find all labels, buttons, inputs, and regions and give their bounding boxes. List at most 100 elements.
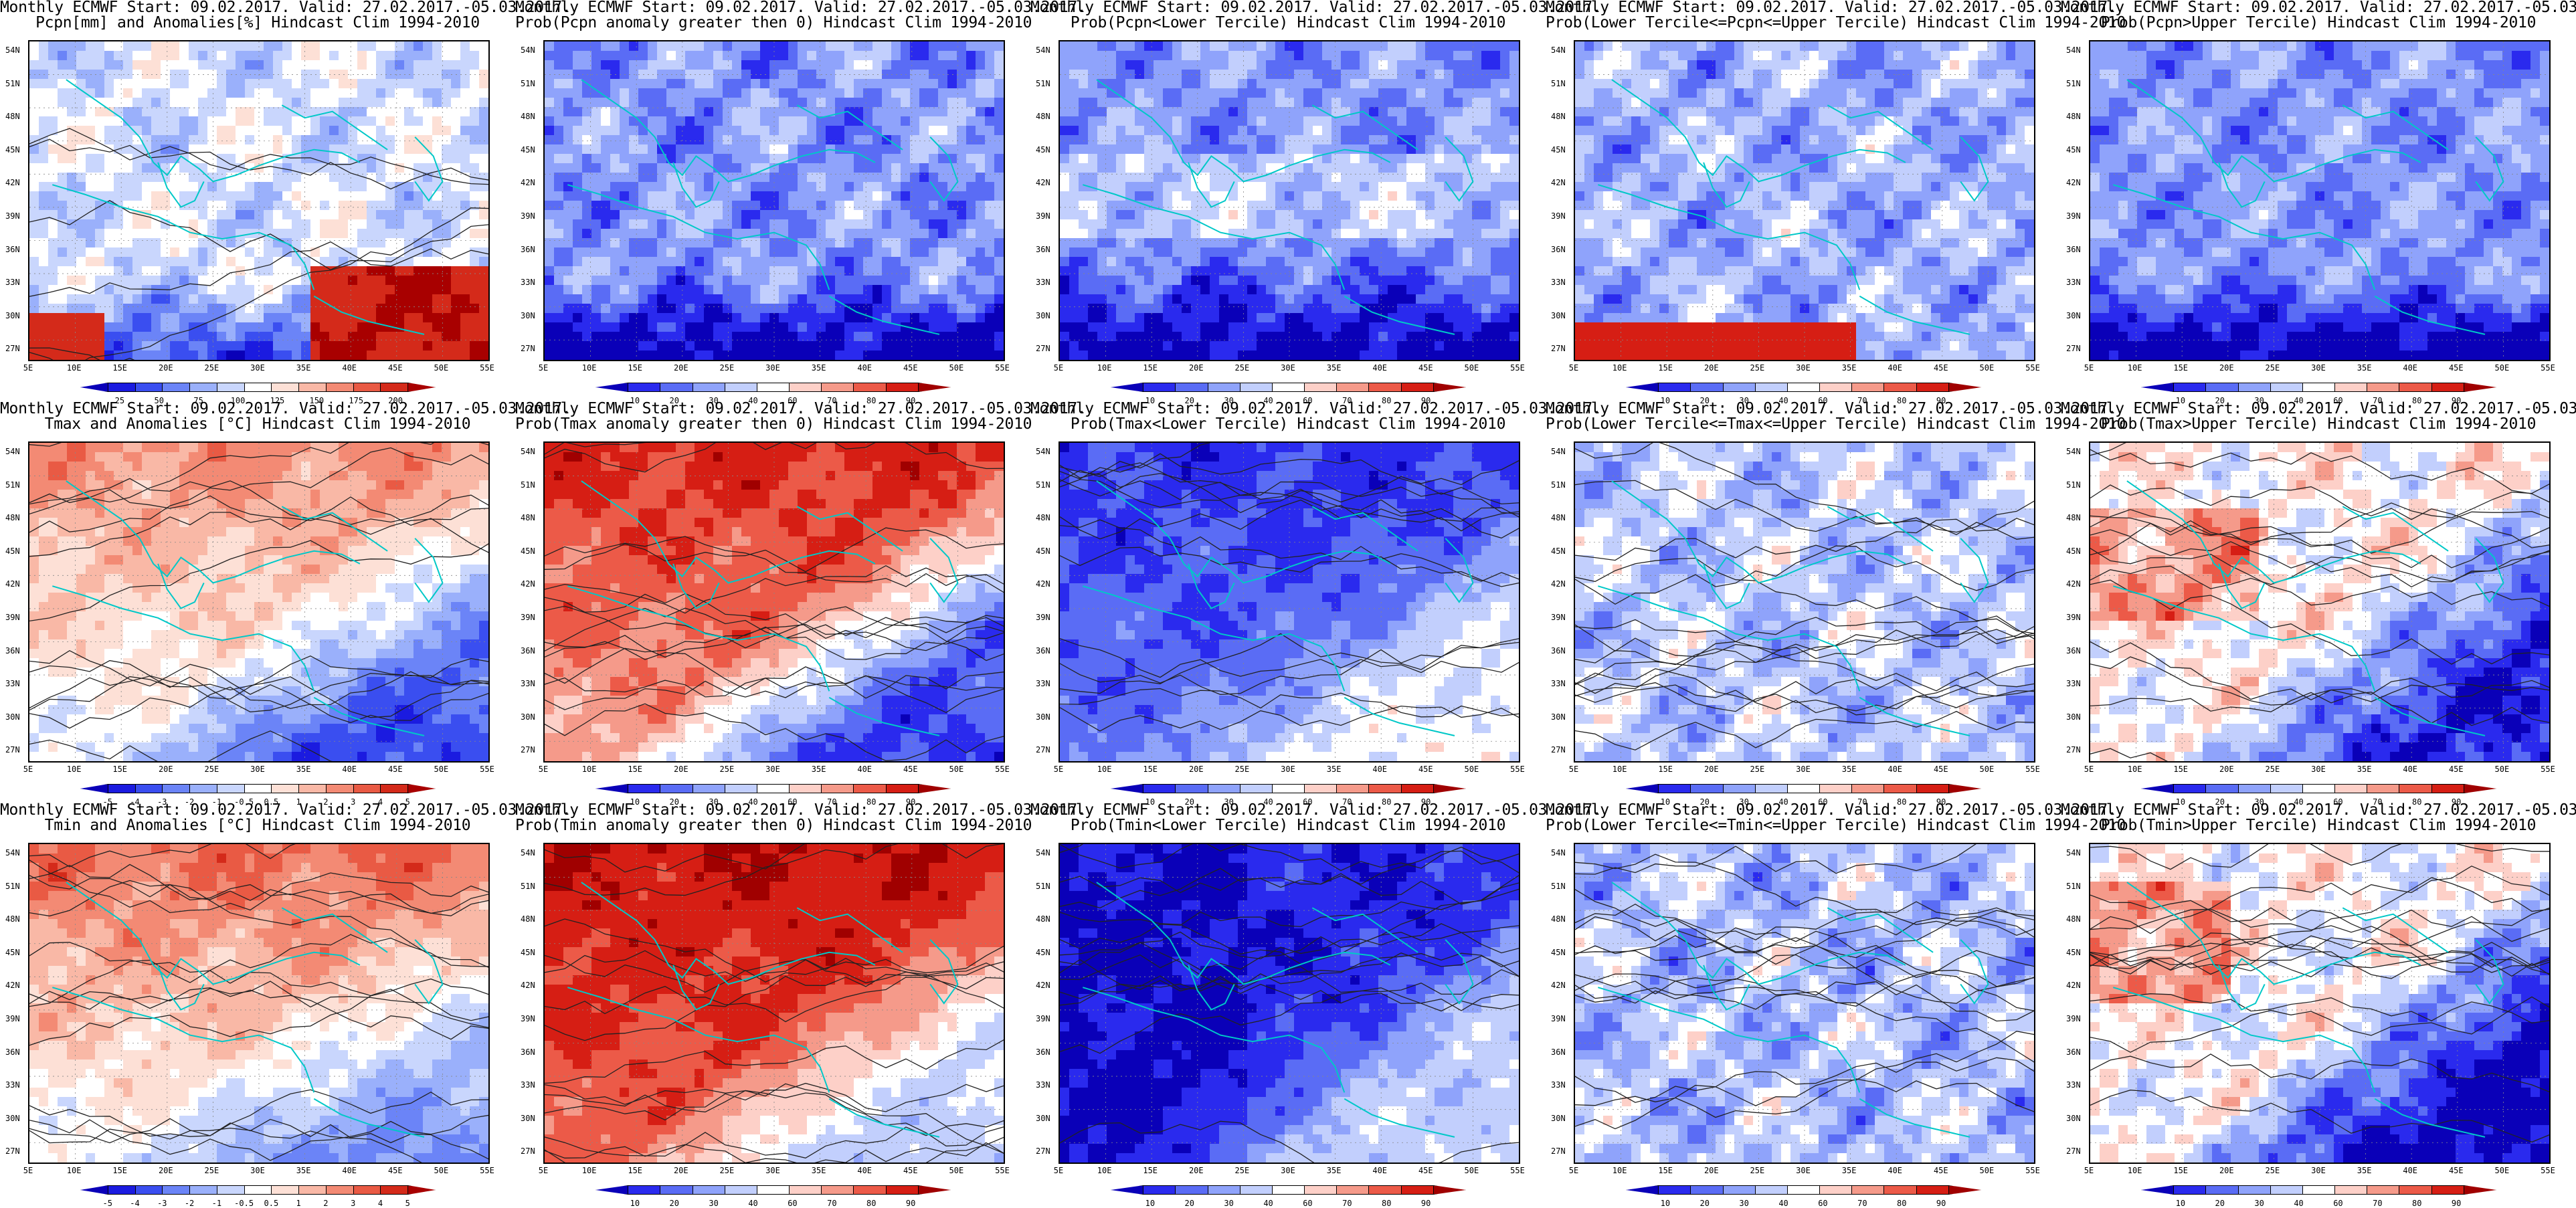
lat-label: 51N [521, 882, 535, 891]
lon-label: 30E [2311, 765, 2326, 774]
lon-label: 10E [1613, 765, 1627, 774]
lon-label: 25E [720, 1166, 735, 1175]
lon-label: 30E [250, 1166, 265, 1175]
lon-label: 30E [1796, 765, 1811, 774]
lon-label: 20E [2219, 363, 2234, 373]
lat-label: 51N [5, 882, 20, 891]
colorbar-segment [217, 1185, 245, 1195]
colorbar-segment [1755, 784, 1788, 793]
lat-label: 54N [5, 45, 20, 55]
lon-label: 45E [903, 363, 918, 373]
lat-label: 51N [1036, 79, 1050, 88]
colorbar-tick-label: 5 [405, 1199, 410, 1208]
panel-title-line1: Monthly ECMWF Start: 09.02.2017. Valid: … [0, 803, 515, 818]
colorbar-segment [660, 784, 693, 793]
lon-label: 25E [1750, 363, 1765, 373]
lat-label: 51N [2066, 882, 2081, 891]
colorbar-tick-label: 20 [1700, 1199, 1710, 1208]
lat-label: 45N [1551, 145, 1566, 155]
lon-label: 10E [1613, 363, 1627, 373]
colorbar-segment [757, 1185, 790, 1195]
lat-label: 30N [5, 1114, 20, 1123]
colorbar-segment [1175, 383, 1208, 392]
lon-label: 35E [1842, 363, 1857, 373]
colorbar-segment [326, 784, 354, 793]
lat-label: 33N [5, 278, 20, 287]
colorbar-tick-label: 80 [1897, 1199, 1906, 1208]
lon-label: 10E [582, 765, 597, 774]
lat-label: 48N [1036, 914, 1050, 924]
lon-label: 10E [2128, 765, 2142, 774]
lon-label: 10E [2128, 363, 2142, 373]
panel-title-line1: Monthly ECMWF Start: 09.02.2017. Valid: … [1030, 401, 1546, 417]
lat-label: 27N [2066, 344, 2081, 353]
colorbar-segment [1690, 1185, 1723, 1195]
lon-label: 10E [1097, 1166, 1112, 1175]
lon-label: 10E [1097, 363, 1112, 373]
colorbar-tick-label: 40 [2294, 1199, 2303, 1208]
lat-label: 45N [1551, 546, 1566, 556]
lon-label: 50E [1980, 363, 1995, 373]
lon-label: 5E [23, 765, 33, 774]
lon-label: 15E [2173, 1166, 2188, 1175]
lat-label: 33N [521, 1080, 535, 1090]
panel-title: Monthly ECMWF Start: 09.02.2017. Valid: … [2061, 401, 2576, 432]
colorbar-segment [2367, 1185, 2399, 1195]
lon-label: 25E [205, 1166, 219, 1175]
lat-label: 45N [5, 145, 20, 155]
lat-label: 45N [5, 546, 20, 556]
lon-label: 15E [628, 363, 642, 373]
lon-label: 20E [1189, 363, 1204, 373]
map-field [1575, 41, 2034, 360]
lat-label: 45N [521, 948, 535, 957]
lat-label: 48N [521, 914, 535, 924]
colorbar-segment [1787, 1185, 1820, 1195]
lon-label: 25E [2266, 363, 2280, 373]
lat-label: 45N [521, 145, 535, 155]
lat-label: 33N [1036, 679, 1050, 688]
lat-label: 33N [1036, 278, 1050, 287]
lon-label: 5E [1569, 1166, 1578, 1175]
lat-label: 42N [2066, 178, 2081, 187]
colorbar-segment [886, 1185, 919, 1195]
forecast-panel-tmax_anom: Monthly ECMWF Start: 09.02.2017. Valid: … [0, 401, 515, 803]
colorbar-segment [2205, 383, 2238, 392]
lon-label: 15E [628, 765, 642, 774]
forecast-map [1059, 843, 1520, 1164]
lon-label: 35E [2357, 363, 2372, 373]
colorbar-segment [2431, 1185, 2464, 1195]
lat-label: 48N [2066, 513, 2081, 522]
colorbar-segment [1368, 784, 1401, 793]
panel-title-line1: Monthly ECMWF Start: 09.02.2017. Valid: … [0, 401, 515, 417]
lon-label: 50E [1465, 363, 1479, 373]
lon-label: 55E [2025, 1166, 2040, 1175]
colorbar-segment [1433, 383, 1466, 392]
lat-label: 42N [1551, 579, 1566, 589]
lon-label: 5E [539, 765, 548, 774]
lon-label: 55E [480, 1166, 494, 1175]
colorbar-segment [271, 383, 299, 392]
colorbar-tick-label: 1 [296, 1199, 301, 1208]
lon-label: 55E [995, 765, 1010, 774]
colorbar-tick-label: 20 [670, 1199, 679, 1208]
lon-label: 5E [2084, 765, 2094, 774]
colorbar-segment [693, 383, 725, 392]
lat-label: 30N [521, 311, 535, 320]
lon-label: 45E [388, 363, 403, 373]
colorbar-segment [757, 784, 790, 793]
colorbar-segment [2238, 383, 2271, 392]
panel-title: Monthly ECMWF Start: 09.02.2017. Valid: … [0, 401, 515, 432]
lat-label: 54N [2066, 848, 2081, 858]
lon-label: 5E [1569, 765, 1578, 774]
colorbar-segment [1883, 784, 1916, 793]
lon-label: 50E [1465, 765, 1479, 774]
lat-label: 45N [2066, 546, 2081, 556]
colorbar-segment [1111, 1185, 1143, 1195]
colorbar-segment [2173, 784, 2206, 793]
colorbar-segment [1336, 1185, 1369, 1195]
lon-label: 25E [720, 363, 735, 373]
lon-label: 20E [674, 765, 688, 774]
